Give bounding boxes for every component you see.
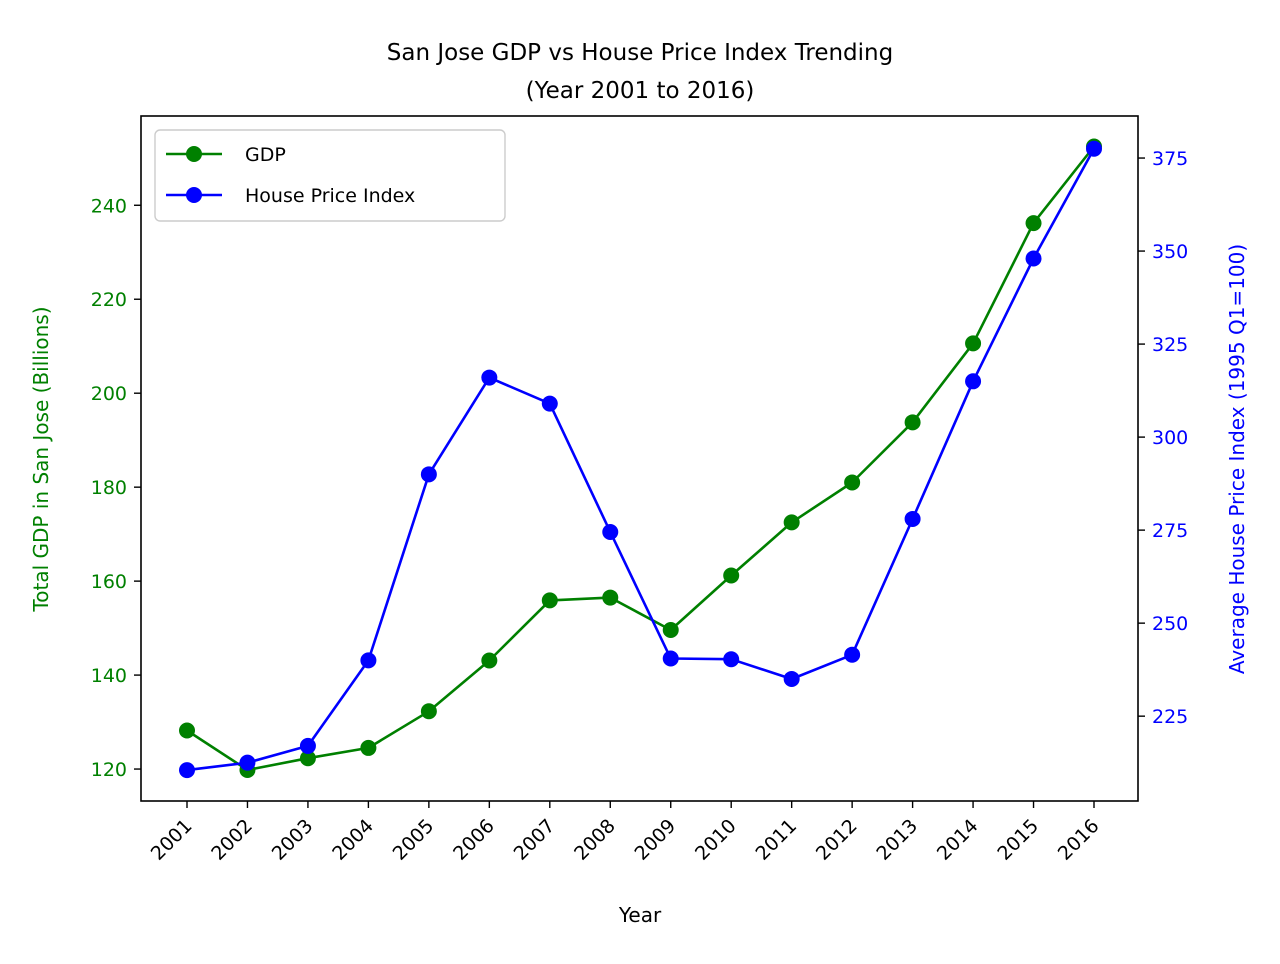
x-tick-label: 2007 [510, 815, 560, 865]
data-point-gdp [783, 514, 800, 531]
legend-marker-house-price-index [186, 187, 202, 203]
legend-marker-gdp [186, 146, 202, 162]
data-point-gdp [844, 474, 861, 491]
data-point-house-price-index [662, 650, 679, 667]
y-right-tick-label: 275 [1152, 520, 1188, 542]
plot-frame [140, 115, 1139, 802]
y-left-tick-label: 200 [91, 383, 127, 405]
y-left-tick-label: 240 [91, 195, 127, 217]
data-point-house-price-index [904, 510, 921, 527]
data-point-house-price-index [541, 395, 558, 412]
data-point-house-price-index [783, 670, 800, 687]
x-tick-label: 2014 [933, 815, 983, 865]
y-right-tick-label: 325 [1152, 334, 1188, 356]
data-point-house-price-index [239, 754, 256, 771]
y-left-tick-label: 120 [91, 759, 127, 781]
legend-box [154, 129, 506, 222]
x-tick-label: 2001 [147, 815, 197, 865]
y-left-tick-label: 220 [91, 289, 127, 311]
data-point-house-price-index [360, 652, 377, 669]
x-tick-label: 2004 [328, 815, 378, 865]
series-line-gdp [186, 145, 1096, 772]
data-point-gdp [299, 750, 316, 767]
y-left-tick-label: 180 [91, 477, 127, 499]
y-right-tick-label: 350 [1152, 241, 1188, 263]
data-point-gdp [662, 621, 679, 638]
y-right-tick-label: 250 [1152, 613, 1188, 635]
y-right-tick-label: 375 [1152, 148, 1188, 170]
data-point-gdp [481, 652, 498, 669]
y-left-tick-label: 140 [91, 665, 127, 687]
x-tick-label: 2012 [812, 815, 862, 865]
y-left-tick-label: 160 [91, 571, 127, 593]
x-tick-label: 2013 [872, 815, 922, 865]
data-point-gdp [723, 567, 740, 584]
y-axis-left-title: Total GDP in San Jose (Billions) [29, 306, 53, 612]
data-point-gdp [179, 722, 195, 739]
data-point-gdp [965, 335, 982, 352]
chart-subtitle: (Year 2001 to 2016) [526, 78, 755, 104]
chart-title: San Jose GDP vs House Price Index Trendi… [387, 40, 893, 66]
series-line-house-price-index [186, 148, 1096, 772]
plot-layer [179, 138, 1102, 779]
data-point-gdp [602, 589, 619, 606]
x-tick-label: 2002 [207, 815, 257, 865]
data-point-gdp [541, 592, 558, 609]
legend-label-house-price-index: House Price Index [245, 185, 415, 207]
y-right-tick-label: 300 [1152, 427, 1188, 449]
data-point-house-price-index [420, 466, 437, 483]
x-tick-label: 2010 [691, 815, 741, 865]
data-point-gdp [420, 703, 437, 720]
data-point-gdp [360, 739, 377, 756]
data-point-house-price-index [481, 369, 498, 386]
x-tick-label: 2005 [389, 815, 439, 865]
data-point-house-price-index [1086, 140, 1102, 157]
x-tick-label: 2009 [631, 815, 681, 865]
data-point-house-price-index [602, 523, 619, 540]
data-point-house-price-index [844, 646, 861, 663]
y-axis-right-title: Average House Price Index (1995 Q1=100) [1225, 244, 1249, 674]
data-point-house-price-index [299, 737, 316, 754]
y-right-tick-label: 225 [1152, 706, 1188, 728]
x-tick-label: 2006 [449, 815, 499, 865]
data-point-house-price-index [965, 373, 982, 390]
data-point-gdp [904, 414, 921, 431]
data-point-house-price-index [179, 762, 195, 779]
data-point-gdp [1025, 215, 1042, 232]
x-tick-label: 2008 [570, 815, 620, 865]
legend-label-gdp: GDP [245, 144, 286, 166]
data-point-house-price-index [1025, 250, 1042, 267]
legend: GDP House Price Index [154, 129, 506, 222]
x-tick-label: 2003 [268, 815, 318, 865]
x-tick-label: 2011 [751, 815, 801, 865]
data-point-house-price-index [723, 651, 740, 668]
x-axis-title: Year [618, 903, 662, 927]
x-tick-label: 2015 [993, 815, 1043, 865]
x-tick-label: 2016 [1054, 815, 1104, 865]
